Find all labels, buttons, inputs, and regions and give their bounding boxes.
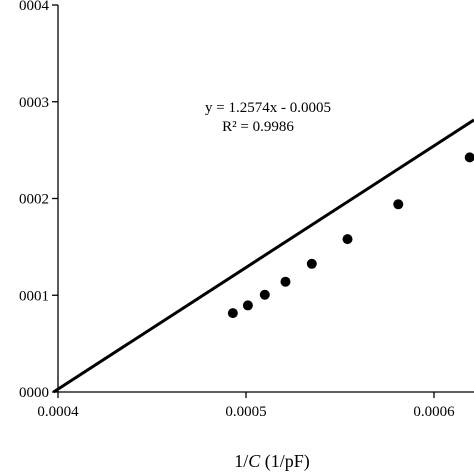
data-points [227, 152, 474, 319]
data-point [280, 276, 291, 287]
data-point [259, 289, 270, 300]
data-point [464, 152, 474, 163]
y-tick-label: 0002 [19, 192, 49, 208]
trendline-r-squared: R² = 0.9986 [222, 119, 294, 135]
y-tick-label: 0000 [19, 385, 49, 401]
x-axis-title: 1/C (1/pF) [234, 451, 310, 472]
plot-area: 0000 0001 0002 0003 0004 0.0004 0.0005 0.0006 [19, 0, 474, 420]
data-point [306, 258, 317, 269]
data-point [393, 199, 404, 210]
x-axis-title-variable: C [248, 451, 261, 471]
trendline-equation: y = 1.2574x - 0.0005 [205, 100, 331, 116]
y-axis-ticks: 0000 0001 0002 0003 0004 [19, 0, 58, 401]
y-tick-label: 0003 [19, 95, 49, 111]
x-axis-title-unit: (1/pF) [260, 451, 310, 472]
x-tick-label: 0.0004 [37, 404, 79, 420]
y-tick-label: 0001 [19, 288, 49, 304]
data-point [242, 300, 253, 311]
x-tick-label: 0.0005 [225, 404, 266, 420]
x-tick-label: 0.0006 [413, 404, 455, 420]
data-point [342, 234, 353, 245]
x-axis-ticks: 0.0004 0.0005 0.0006 [37, 392, 455, 420]
data-point [227, 308, 238, 319]
trendline [52, 118, 474, 394]
y-tick-label: 0004 [19, 0, 50, 14]
x-axis-title-prefix: 1/ [234, 451, 248, 471]
